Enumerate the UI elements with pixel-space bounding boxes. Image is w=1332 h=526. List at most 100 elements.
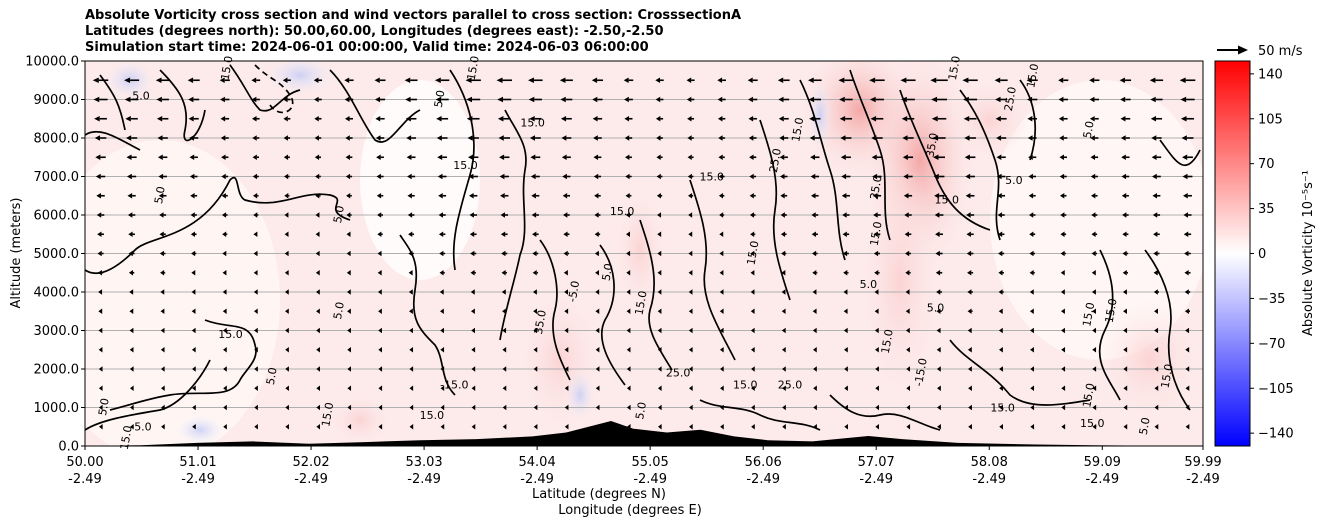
wind-vector <box>564 289 569 295</box>
wind-vector <box>930 77 948 84</box>
wind-vector <box>591 77 604 84</box>
wind-vector <box>254 346 258 353</box>
wind-vector <box>750 231 756 238</box>
contour-line <box>759 119 791 301</box>
wind-vector <box>191 250 197 257</box>
wind-vector <box>781 269 786 276</box>
contour-line <box>829 394 941 431</box>
contour-label: 15.0 <box>1080 417 1105 430</box>
wind-vector <box>750 308 755 315</box>
wind-vector <box>905 289 910 295</box>
wind-vector <box>160 289 165 295</box>
wind-vector <box>1122 250 1129 257</box>
wind-vector <box>1154 327 1159 334</box>
wind-vector <box>999 346 1003 353</box>
wind-vector <box>192 423 196 430</box>
wind-vector <box>808 96 821 103</box>
wind-vector <box>316 385 320 392</box>
wind-vector <box>780 231 787 238</box>
x-tick-label-lon: -2.49 <box>407 472 441 487</box>
wind-vector <box>161 423 165 430</box>
wind-vector <box>625 231 630 238</box>
wind-vector <box>347 308 351 315</box>
wind-vector <box>968 385 972 392</box>
wind-vector <box>657 385 662 392</box>
wind-vector <box>564 423 569 430</box>
wind-vector <box>749 192 756 199</box>
contour-label: -15.0 <box>912 357 930 387</box>
wind-vector <box>1150 96 1163 103</box>
wind-vector <box>593 173 602 180</box>
wind-vector <box>967 308 973 315</box>
wind-vector <box>1029 250 1035 257</box>
wind-vector <box>813 423 817 430</box>
wind-vector <box>129 366 134 372</box>
y-tick-label: 8000.0 <box>34 132 80 147</box>
contour-line <box>329 69 421 143</box>
wind-vector <box>1180 96 1195 103</box>
wind-vector <box>187 77 200 84</box>
wind-vector <box>94 135 107 141</box>
wind-vector <box>902 154 914 161</box>
wind-vector <box>406 135 416 141</box>
wind-vector <box>966 250 974 257</box>
wind-vector <box>191 269 196 276</box>
wind-vector <box>284 212 289 218</box>
wind-vector <box>1185 366 1190 372</box>
contour-line <box>159 69 206 142</box>
wind-vector <box>127 212 136 218</box>
wind-vector <box>840 135 852 141</box>
contour-label: 5.0 <box>1081 120 1097 139</box>
wind-vector <box>657 346 662 353</box>
wind-vector <box>931 115 947 122</box>
contour-line <box>599 244 626 386</box>
contour-label: 15.0 <box>1024 63 1041 89</box>
wind-vector <box>498 135 511 141</box>
wind-vector <box>782 346 786 353</box>
contour-line <box>849 69 891 241</box>
wind-vector <box>875 346 879 353</box>
wind-vector <box>128 231 135 238</box>
wind-vector <box>471 327 476 334</box>
wind-vector <box>468 173 478 180</box>
wind-vector <box>438 192 447 199</box>
wind-vector <box>626 385 631 392</box>
x-tick-label-lat: 56.06 <box>745 455 782 470</box>
wind-vector <box>782 423 786 430</box>
wind-vector <box>529 115 542 122</box>
contour-label: 15.0 <box>990 401 1015 414</box>
wind-vector <box>563 231 570 238</box>
wind-vector <box>531 212 539 218</box>
wind-vector <box>564 366 569 372</box>
wind-vector <box>221 212 228 218</box>
wind-vector <box>626 404 631 411</box>
wind-vector <box>344 96 354 103</box>
x-tick-label-lat: 54.04 <box>519 455 556 470</box>
wind-vector <box>906 385 911 392</box>
wind-vector <box>347 423 352 430</box>
wind-vector <box>92 77 109 84</box>
contour-label: 15.0 <box>699 170 724 183</box>
wind-vector <box>316 308 320 315</box>
wind-vector <box>222 250 227 257</box>
wind-vector <box>719 212 725 218</box>
wind-vector <box>963 115 977 122</box>
wind-vector <box>501 269 507 276</box>
wind-vector <box>378 308 382 315</box>
contour-label: 15.0 <box>1080 382 1097 408</box>
wind-vector <box>719 250 724 257</box>
wind-vector <box>285 346 289 353</box>
wind-vector <box>1185 385 1190 392</box>
wind-vector <box>316 346 320 353</box>
wind-vector <box>1183 212 1192 218</box>
wind-vector <box>130 423 134 430</box>
wind-vector <box>751 346 755 353</box>
wind-vector <box>254 404 258 411</box>
wind-vector <box>191 308 196 315</box>
contour-label: 25.0 <box>767 147 784 173</box>
contour-label: 5.0 <box>331 205 347 224</box>
wind-vector <box>1026 77 1038 84</box>
wind-vector <box>782 404 786 411</box>
wind-vector <box>1060 212 1067 218</box>
wind-vector <box>1028 173 1036 180</box>
